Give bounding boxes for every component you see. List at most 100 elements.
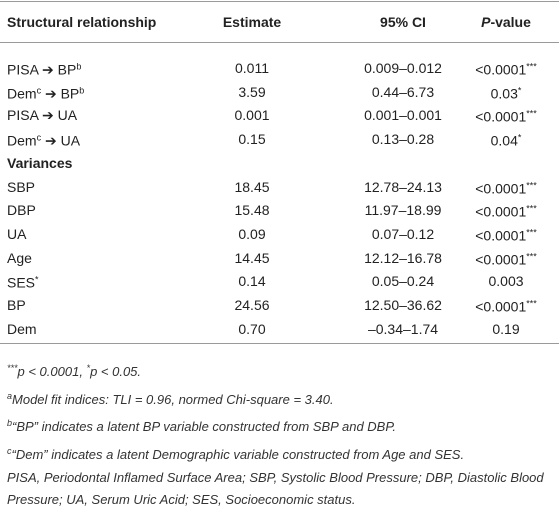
sup-text: *** (526, 108, 537, 119)
footnote: c“Dem” indicates a latent Demographic va… (7, 440, 555, 466)
text: <0.0001 (475, 108, 527, 125)
row-cell: 0.001 (234, 106, 269, 124)
text: SES (7, 274, 36, 291)
text: 24.56 (234, 297, 270, 313)
italic-text: P (481, 14, 491, 30)
text: p < 0.05. (90, 364, 142, 379)
header-rule (0, 42, 559, 43)
sup-text: *** (526, 227, 537, 238)
sup-text: c (7, 445, 12, 456)
row-cell: 0.09 (238, 225, 265, 243)
text: <0.0001 (475, 203, 527, 220)
text: 14.45 (234, 249, 270, 266)
footnote: aModel fit indices: TLI = 0.96, normed C… (7, 385, 555, 411)
text: BP (7, 297, 26, 313)
row-cell: 0.003 (488, 272, 523, 290)
sup-text: c (36, 132, 42, 143)
row-cell: –0.34–1.74 (368, 320, 438, 338)
text: 0.15 (238, 131, 266, 148)
text: 0.14 (238, 273, 266, 290)
top-rule (0, 1, 559, 2)
row-cell: <0.0001*** (475, 58, 537, 79)
row-cell: 0.19 (492, 320, 519, 338)
row-cell: <0.0001*** (475, 247, 537, 268)
text: BP (53, 61, 77, 78)
text: 0.07–0.12 (371, 225, 435, 242)
bottom-rule (0, 343, 559, 344)
text: 0.44–6.73 (371, 83, 435, 100)
text: DBP (7, 202, 36, 219)
text: PISA (7, 61, 43, 78)
row-cell: 11.97–18.99 (365, 201, 442, 219)
text: 0.03 (490, 85, 518, 102)
row-cell: <0.0001*** (475, 105, 537, 126)
row-cell: <0.0001*** (475, 176, 537, 197)
text: 12.78–24.13 (364, 178, 442, 195)
row-cell: 0.011 (235, 59, 269, 77)
sup-text: *** (526, 251, 537, 262)
sup-text: *** (526, 298, 537, 309)
header-cell: P-value (481, 13, 531, 31)
row-cell: 14.45 (234, 249, 269, 267)
row-cell: 18.45 (234, 178, 269, 196)
text: “Dem” indicates a latent Demographic var… (11, 446, 465, 462)
header-cell: 95% CI (380, 13, 426, 31)
row-cell: <0.0001*** (475, 223, 537, 244)
text: SBP (7, 178, 36, 195)
row-cell: <0.0001*** (475, 200, 537, 221)
row-cell: 0.13–0.28 (372, 130, 434, 148)
sup-text: *** (7, 363, 18, 373)
row-cell: 0.03* (491, 81, 522, 102)
text: 0.05–0.24 (371, 273, 435, 290)
text: Dem (7, 320, 37, 337)
row-label: SBP (7, 178, 35, 196)
text: 12.50–36.62 (364, 297, 442, 313)
text: 0.70 (238, 320, 266, 337)
row-label: SES* (7, 271, 39, 292)
text: Age (7, 249, 32, 266)
text: –0.34–1.74 (367, 320, 439, 337)
text: Dem (7, 85, 37, 102)
sup-text: b (79, 85, 85, 96)
text: UA (53, 107, 78, 124)
sup-text: *** (526, 203, 537, 214)
text: UA (7, 225, 27, 242)
row-cell: 0.04* (491, 129, 522, 150)
row-label: Variances (7, 154, 72, 172)
row-cell: 0.14 (238, 272, 265, 290)
row-label: PISA ➔ UA (7, 106, 77, 124)
text: 95% CI (380, 14, 426, 30)
text: ➔ (42, 61, 54, 78)
text: BP (56, 85, 80, 102)
text: 3.59 (238, 83, 266, 100)
row-cell: 12.12–16.78 (364, 249, 442, 267)
text: “BP” indicates a latent BP variable cons… (12, 419, 396, 434)
row-label: DBP (7, 201, 36, 219)
row-cell: 0.009–0.012 (364, 59, 442, 77)
footnote: b“BP” indicates a latent BP variable con… (7, 412, 555, 438)
row-cell: 0.07–0.12 (372, 225, 434, 243)
text: 0.09 (238, 225, 266, 242)
text: <0.0001 (475, 298, 527, 315)
sup-text: c (36, 85, 42, 96)
row-cell: 12.78–24.13 (364, 178, 442, 196)
sup-text: *** (526, 180, 537, 190)
row-label: UA (7, 225, 26, 243)
row-cell: <0.0001*** (475, 295, 537, 316)
text: <0.0001 (475, 180, 527, 196)
text: Model fit indices: TLI = 0.96, normed Ch… (12, 391, 334, 407)
bold-text: Variances (7, 154, 73, 171)
row-label: BP (7, 296, 26, 314)
text: 0.003 (488, 273, 524, 290)
row-label: Dem (7, 320, 37, 338)
row-cell: 0.15 (238, 130, 265, 148)
text: 0.011 (235, 60, 269, 76)
text: Dem (7, 132, 37, 149)
text: ➔ (41, 132, 57, 149)
row-cell: 0.44–6.73 (372, 83, 434, 101)
row-label: Age (7, 249, 32, 267)
footnote: PISA, Periodontal Inflamed Surface Area;… (7, 467, 555, 511)
header-cell: Estimate (223, 13, 281, 31)
text: 15.48 (234, 202, 270, 219)
